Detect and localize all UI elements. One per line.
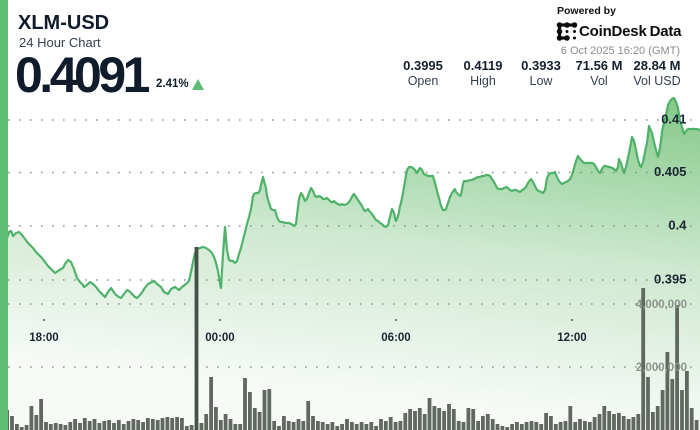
svg-text:0.395: 0.395 (654, 272, 687, 287)
svg-text:0.405: 0.405 (654, 164, 687, 179)
svg-text:18:00: 18:00 (29, 332, 58, 344)
svg-text:06:00: 06:00 (381, 332, 410, 344)
svg-text:2,000,000: 2,000,000 (636, 362, 687, 374)
svg-text:00:00: 00:00 (205, 332, 234, 344)
svg-text:0.41: 0.41 (661, 112, 686, 127)
svg-text:0.4: 0.4 (668, 218, 687, 233)
svg-text:12:00: 12:00 (557, 332, 586, 344)
svg-text:4,000,000: 4,000,000 (636, 299, 687, 311)
